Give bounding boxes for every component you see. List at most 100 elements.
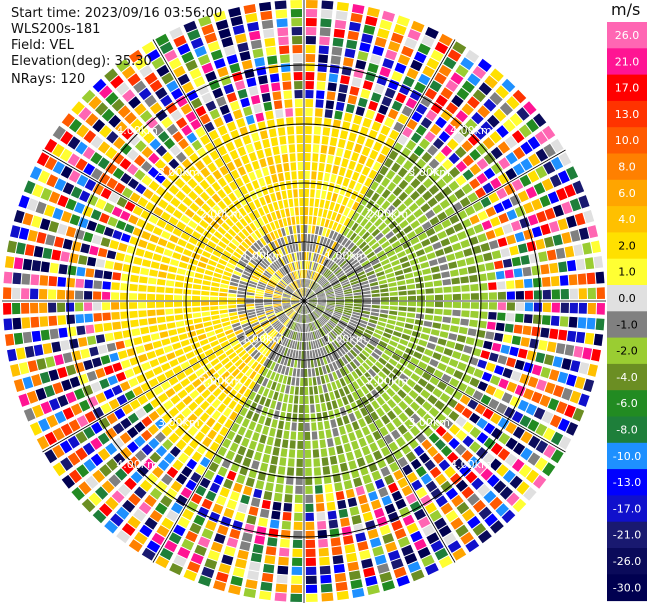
ray-gate — [184, 276, 194, 283]
ray-gate — [152, 226, 163, 236]
ray-gate — [255, 188, 263, 198]
ray-gate — [135, 248, 145, 257]
ray-gate — [315, 494, 324, 503]
ray-gate — [35, 201, 47, 215]
ray-gate — [76, 325, 86, 336]
ray-gate — [312, 377, 317, 386]
ray-gate — [274, 240, 280, 249]
ray-gate — [10, 363, 21, 377]
ray-gate — [339, 130, 349, 140]
ray-gate — [438, 525, 452, 538]
colorbar-swatch — [607, 153, 647, 181]
ray-gate — [22, 258, 33, 271]
ray-gate — [311, 312, 317, 320]
ray-gate — [490, 68, 504, 82]
ray-gate — [309, 281, 314, 289]
ray-gate — [265, 309, 274, 314]
ray-gate — [322, 181, 329, 191]
ray-gate — [194, 160, 205, 171]
ray-gate — [543, 161, 556, 175]
ray-gate — [235, 177, 244, 188]
ray-gate — [298, 404, 304, 413]
ray-gate — [437, 362, 447, 372]
ray-gate — [343, 385, 351, 395]
ray-gate — [33, 245, 44, 258]
ray-gate — [308, 368, 312, 377]
ray-gate — [318, 226, 324, 236]
ray-gate — [136, 464, 149, 477]
ray-gate — [273, 230, 280, 239]
ray-gate — [238, 207, 247, 217]
ray-gate — [509, 113, 523, 127]
ray-gate — [18, 362, 30, 375]
ray-gate — [429, 171, 440, 183]
ray-gate — [343, 309, 352, 314]
ray-gate — [239, 280, 248, 286]
ray-gate — [413, 51, 427, 64]
ray-gate — [357, 51, 369, 61]
ray-gate — [331, 315, 340, 321]
ray-gate — [296, 280, 300, 288]
ray-gate — [277, 172, 285, 182]
ray-gate — [347, 94, 358, 105]
ray-gate — [201, 301, 210, 306]
ray-gate — [307, 279, 311, 288]
ray-gate — [497, 448, 511, 461]
ray-gate — [434, 191, 445, 202]
ray-gate — [83, 231, 94, 243]
ray-gate — [371, 242, 380, 250]
ray-gate — [268, 464, 277, 474]
ray-gate — [322, 384, 328, 393]
ray-gate — [339, 276, 348, 283]
ray-gate — [293, 530, 303, 539]
ray-gate — [237, 304, 246, 308]
ray-gate — [350, 259, 358, 266]
ray-gate — [155, 87, 168, 100]
ray-gate — [296, 144, 303, 153]
ray-gate — [93, 302, 102, 311]
ray-gate — [218, 28, 231, 39]
ray-gate — [312, 272, 317, 280]
ray-gate — [105, 442, 118, 456]
ray-gate — [116, 82, 130, 96]
colorbar-swatch — [607, 206, 647, 233]
ray-gate — [153, 385, 164, 396]
ray-gate — [107, 216, 118, 227]
ray-gate — [305, 270, 307, 279]
ray-gate — [155, 480, 168, 493]
ray-gate — [213, 58, 226, 69]
ray-gate — [297, 440, 303, 449]
ray-gate — [61, 113, 75, 128]
ray-gate — [209, 150, 220, 161]
ray-gate — [304, 306, 306, 314]
ray-gate — [323, 118, 332, 127]
ray-gate — [273, 298, 282, 300]
ray-gate — [374, 173, 384, 184]
ray-gate — [480, 394, 492, 406]
ray-gate — [484, 513, 498, 527]
ray-gate — [219, 301, 228, 305]
ray-gate — [99, 85, 113, 99]
ray-gate — [120, 172, 132, 185]
ray-gate — [275, 344, 281, 353]
ray-gate — [305, 323, 307, 332]
ray-gate — [251, 321, 260, 327]
ray-gate — [299, 279, 302, 288]
ray-gate — [527, 419, 540, 432]
ray-gate — [325, 323, 333, 331]
ray-gate — [309, 299, 317, 301]
ray-gate — [341, 158, 349, 168]
ray-gate — [273, 304, 282, 308]
ray-gate — [312, 243, 316, 252]
ray-gate — [141, 416, 153, 427]
ray-gate — [105, 427, 117, 440]
ray-gate — [497, 141, 511, 154]
ray-gate — [194, 197, 205, 207]
ray-gate — [277, 228, 283, 238]
ray-gate — [528, 435, 541, 449]
ray-gate — [387, 511, 400, 523]
ray-gate — [145, 201, 156, 212]
ray-gate — [223, 271, 232, 277]
ray-gate — [418, 255, 428, 263]
ray-gate — [312, 350, 316, 359]
